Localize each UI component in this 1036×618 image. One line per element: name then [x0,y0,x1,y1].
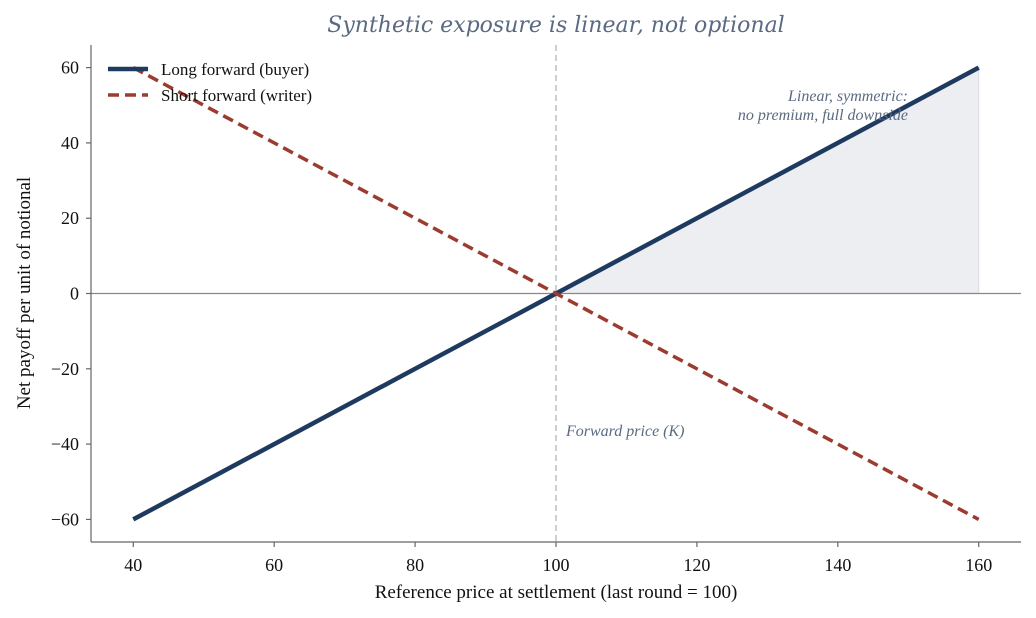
x-tick-label: 120 [683,555,710,575]
plot-area [91,45,1021,542]
legend: Long forward (buyer) Short forward (writ… [108,60,312,105]
y-tick-label: 0 [70,284,79,304]
y-tick-label: 40 [61,133,79,153]
y-tick-label: 20 [61,208,79,228]
y-tick-label: −40 [51,434,79,454]
x-tick-label: 80 [406,555,424,575]
annotation-line-1: Linear, symmetric: [787,88,908,105]
x-axis-label: Reference price at settlement (last roun… [375,582,738,603]
short-forward-line [132,66,980,521]
y-tick-label: −20 [51,359,79,379]
strike-label: Forward price (K) [565,423,685,440]
x-tick-label: 140 [824,555,851,575]
x-tick-label: 40 [124,555,142,575]
x-tick-label: 100 [543,555,570,575]
y-tick-label: 60 [61,58,79,78]
legend-label-short: Short forward (writer) [161,86,312,105]
x-tick-label: 60 [265,555,283,575]
x-tick-label: 160 [965,555,992,575]
legend-label-long: Long forward (buyer) [161,60,309,79]
axis-ticks: 40 60 80 100 120 140 160 60 40 20 0 −20 −40 −60 [51,58,992,575]
y-tick-label: −60 [51,509,79,529]
y-axis-label: Net payoff per unit of notional [14,177,35,409]
chart-title: Synthetic exposure is linear, not option… [327,13,784,38]
annotation-line-2: no premium, full downside [738,107,908,124]
